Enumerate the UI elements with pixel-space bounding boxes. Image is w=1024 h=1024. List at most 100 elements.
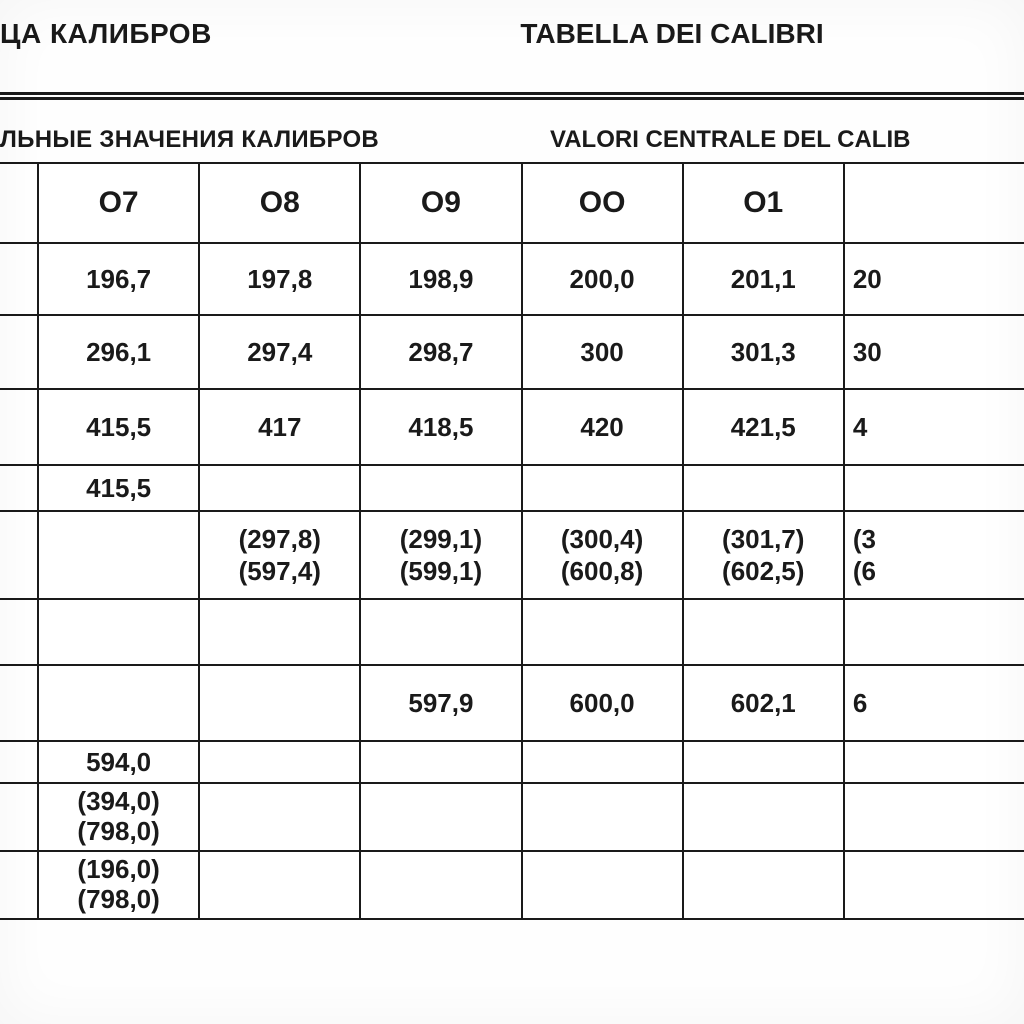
table-cell-line: (299,1)	[361, 523, 520, 556]
table-cell: 594,0	[38, 741, 199, 783]
table-row: 415,5	[0, 465, 1024, 511]
table-cell	[683, 851, 844, 919]
table-row: 296,1297,4298,7300301,330	[0, 315, 1024, 389]
table-cell	[0, 243, 38, 315]
table-cell: (394,0)(798,0)	[38, 783, 199, 851]
title-left-partial: ЦА КАЛИБРОВ	[0, 18, 220, 58]
table-cell	[360, 783, 521, 851]
table-cell	[0, 389, 38, 465]
table-row: 196,7197,8198,9200,0201,120	[0, 243, 1024, 315]
table-header-row: O7 O8 O9 OO O1	[0, 163, 1024, 243]
table-cell-line: (599,1)	[361, 555, 520, 588]
col-header: O1	[683, 163, 844, 243]
table-cell: (3(6	[844, 511, 1024, 599]
table-cell	[844, 741, 1024, 783]
table-cell	[360, 599, 521, 665]
table-cell: 301,3	[683, 315, 844, 389]
table-row: 597,9600,0602,16	[0, 665, 1024, 741]
table-cell	[522, 741, 683, 783]
table-cell	[360, 851, 521, 919]
table-cell	[683, 599, 844, 665]
table-cell-line: (602,5)	[684, 555, 843, 588]
table-cell-line: (597,4)	[200, 555, 359, 588]
table-cell: 201,1	[683, 243, 844, 315]
table-cell	[0, 851, 38, 919]
table-cell-line: (3	[853, 523, 1024, 556]
table-cell-line: (297,8)	[200, 523, 359, 556]
table-cell-line: (798,0)	[39, 885, 198, 915]
table-cell	[199, 741, 360, 783]
table-row: (394,0)(798,0)	[0, 783, 1024, 851]
table-cell: 600,0	[522, 665, 683, 741]
table-row: 594,0	[0, 741, 1024, 783]
table-row: (196,0)(798,0)	[0, 851, 1024, 919]
table-cell: 297,4	[199, 315, 360, 389]
table-cell	[199, 465, 360, 511]
table-cell-line: (301,7)	[684, 523, 843, 556]
subtitle-left-partial: ЛЬНЫЕ ЗНАЧЕНИЯ КАЛИБРОВ	[0, 126, 440, 154]
table-cell: 6	[844, 665, 1024, 741]
table-cell: 296,1	[38, 315, 199, 389]
table-cell	[199, 599, 360, 665]
page-root: ЦА КАЛИБРОВ TABELLA DEI CALIBRI ЛЬНЫЕ ЗН…	[0, 0, 1024, 1024]
table-row	[0, 599, 1024, 665]
table-cell-line: (6	[853, 555, 1024, 588]
table-cell	[38, 665, 199, 741]
table-cell: 200,0	[522, 243, 683, 315]
table-cell: (300,4)(600,8)	[522, 511, 683, 599]
table-cell-line: (798,0)	[39, 817, 198, 847]
table-cell	[360, 465, 521, 511]
table-cell	[844, 599, 1024, 665]
table-cell: 4	[844, 389, 1024, 465]
table-cell	[38, 599, 199, 665]
table-cell: 417	[199, 389, 360, 465]
table-cell	[522, 599, 683, 665]
table-cell	[0, 783, 38, 851]
table-cell: 420	[522, 389, 683, 465]
title-row: ЦА КАЛИБРОВ TABELLA DEI CALIBRI	[0, 18, 1024, 58]
table-cell	[0, 315, 38, 389]
col-header: O7	[38, 163, 199, 243]
calibre-table: O7 O8 O9 OO O1 196,7197,8198,9200,0201,1…	[0, 162, 1024, 920]
table-cell: 197,8	[199, 243, 360, 315]
table-cell: 415,5	[38, 465, 199, 511]
table-row: 415,5417418,5420421,54	[0, 389, 1024, 465]
table-cell: (196,0)(798,0)	[38, 851, 199, 919]
table-cell: 418,5	[360, 389, 521, 465]
table-cell	[0, 741, 38, 783]
col-header	[0, 163, 38, 243]
table-cell: 597,9	[360, 665, 521, 741]
table-cell-line: (300,4)	[523, 523, 682, 556]
table-cell	[683, 741, 844, 783]
table-cell	[0, 465, 38, 511]
table-cell: (301,7)(602,5)	[683, 511, 844, 599]
table-cell	[683, 783, 844, 851]
table-cell	[683, 465, 844, 511]
table-cell	[0, 599, 38, 665]
table-cell: 198,9	[360, 243, 521, 315]
table-cell	[360, 741, 521, 783]
table-cell	[522, 851, 683, 919]
table-cell	[844, 851, 1024, 919]
table-cell-line: (600,8)	[523, 555, 682, 588]
table-cell	[844, 783, 1024, 851]
col-header: O8	[199, 163, 360, 243]
col-header: O9	[360, 163, 521, 243]
table-cell	[38, 511, 199, 599]
table-cell	[522, 783, 683, 851]
table-cell	[199, 665, 360, 741]
subtitle-right-partial: VALORI CENTRALE DEL CALIB	[440, 126, 1024, 154]
table-cell: 415,5	[38, 389, 199, 465]
table-cell	[0, 511, 38, 599]
table-cell: 30	[844, 315, 1024, 389]
table-body: 196,7197,8198,9200,0201,120296,1297,4298…	[0, 243, 1024, 919]
table-cell	[199, 783, 360, 851]
table-cell: 602,1	[683, 665, 844, 741]
table-cell: 20	[844, 243, 1024, 315]
table-cell	[844, 465, 1024, 511]
col-header: OO	[522, 163, 683, 243]
table-cell: (297,8)(597,4)	[199, 511, 360, 599]
table-cell: (299,1)(599,1)	[360, 511, 521, 599]
double-divider	[0, 92, 1024, 100]
col-header	[844, 163, 1024, 243]
